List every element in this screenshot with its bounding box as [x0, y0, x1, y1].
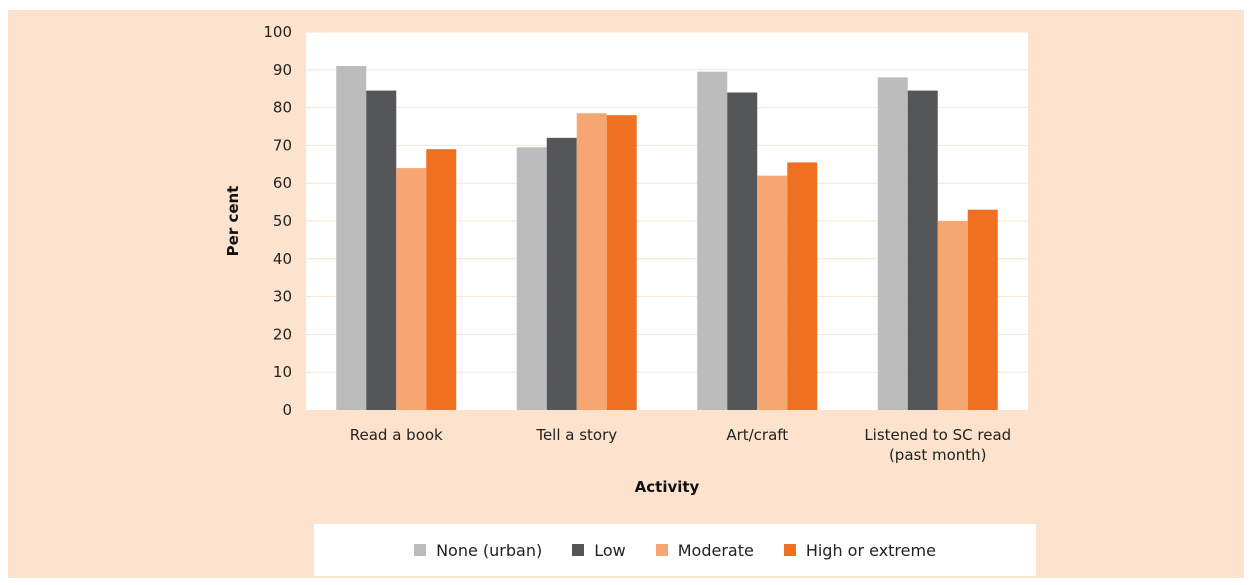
bar [937, 221, 968, 410]
legend-item: High or extreme [783, 540, 936, 560]
x-tick-label: Read a book [350, 426, 443, 444]
bar [757, 175, 788, 410]
chart-frame: 0 10 20 30 40 50 60 70 80 90 100 Read a book Tell a… [8, 10, 1244, 578]
y-tick-label: 10 [273, 363, 292, 381]
legend-item: None (urban) [414, 541, 542, 560]
x-tick-label: Art/craft [726, 426, 788, 444]
x-tick-label: (past month) [889, 446, 987, 464]
legend-swatch [655, 544, 668, 556]
y-tick-label: 30 [273, 288, 292, 306]
legend-swatch [783, 544, 796, 556]
y-tick-label: 40 [273, 250, 292, 268]
bar [907, 90, 938, 410]
y-tick-label: 0 [282, 401, 292, 419]
bar [606, 115, 637, 410]
y-tick-label: 20 [273, 325, 292, 343]
legend-swatch [572, 544, 585, 556]
legend-label: Low [594, 540, 626, 560]
bar [516, 147, 547, 411]
y-tick-label: 100 [263, 23, 292, 41]
bar [787, 162, 818, 410]
bar [967, 209, 998, 410]
legend-label: None (urban) [436, 540, 543, 560]
bar [697, 71, 728, 410]
y-tick-label: 60 [273, 174, 292, 192]
x-tick-label: Tell a story [535, 426, 617, 444]
bar-chart: 0 10 20 30 40 50 60 70 80 90 100 Read a book Tell a… [224, 23, 1028, 496]
legend-label: Moderate [677, 540, 754, 560]
bar [877, 77, 908, 411]
legend-swatch [414, 544, 427, 556]
x-tick-label: Listened to SC read [864, 426, 1011, 444]
bar [576, 113, 607, 411]
y-tick-label: 50 [273, 212, 292, 230]
y-tick-label: 90 [273, 61, 292, 79]
bar [546, 137, 577, 410]
bar [426, 149, 457, 410]
y-axis-title: Per cent [224, 186, 242, 257]
bar [366, 90, 397, 410]
legend-label: High or extreme [805, 540, 936, 560]
bar [727, 92, 758, 410]
legend-item: Low [572, 541, 626, 560]
bar [336, 66, 367, 410]
y-tick-label: 70 [273, 136, 292, 154]
legend: None (urban) Low Moderate High or extreme [314, 524, 1036, 576]
legend-item: Moderate [655, 540, 754, 560]
bar [396, 168, 427, 410]
x-axis-title: Activity [635, 478, 700, 496]
y-tick-label: 80 [273, 99, 292, 117]
